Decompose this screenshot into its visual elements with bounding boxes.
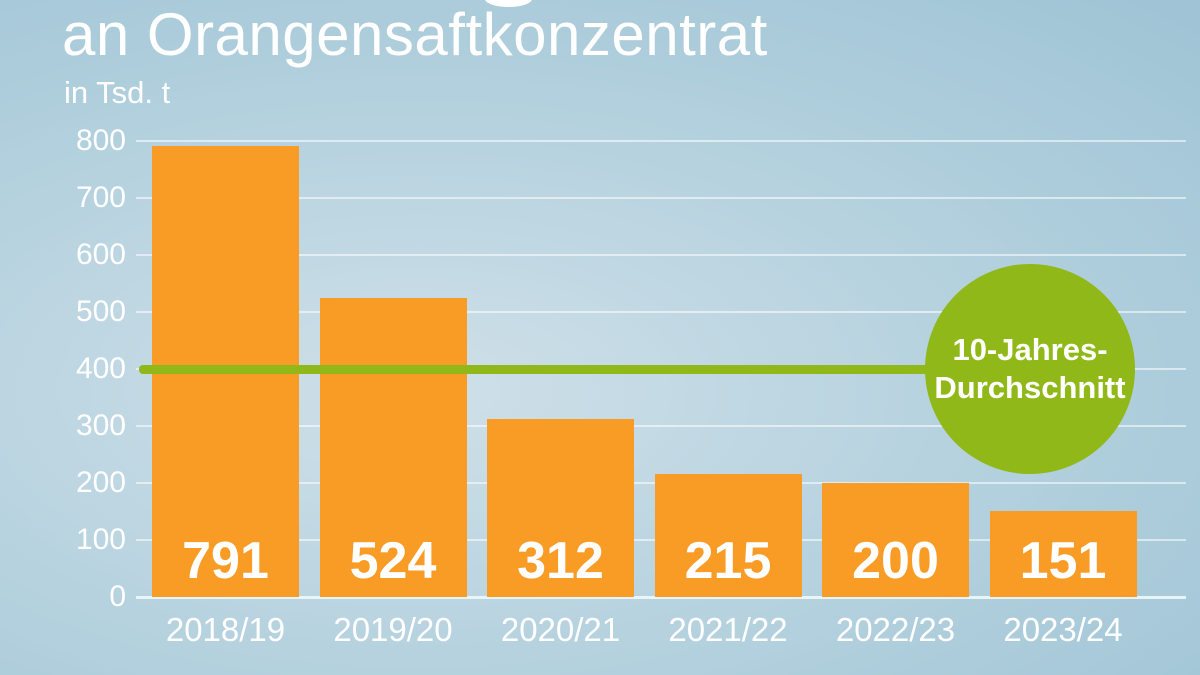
gridline (136, 311, 1186, 313)
chart-title: an Orangensaftkonzentrat (62, 1, 768, 68)
bar-value-label: 215 (684, 532, 772, 590)
bar: 312 (487, 419, 634, 597)
y-axis-tick-label: 300 (75, 409, 126, 442)
x-axis-tick-label: 2018/19 (165, 611, 286, 648)
bar-value-label: 200 (852, 532, 939, 590)
x-axis-tick-label: 2021/22 (668, 611, 788, 648)
bar: 215 (654, 474, 802, 597)
x-axis-tick-label: 2023/24 (1003, 611, 1123, 648)
unit-label: in Tsd. t (64, 75, 171, 110)
gridline (136, 140, 1186, 142)
y-axis-tick-label: 500 (75, 295, 126, 328)
gridline (136, 254, 1186, 256)
x-axis-tick-label: 2020/21 (500, 611, 621, 648)
x-axis-tick-label: 2019/20 (333, 611, 453, 648)
y-axis-tick-label: 800 (75, 124, 126, 157)
gridline (136, 197, 1186, 199)
y-axis-tick-label: 600 (75, 238, 126, 271)
bar: 151 (989, 511, 1137, 597)
average-badge: 10-Jahres- Durchschnitt (925, 264, 1135, 474)
y-axis-tick-label: 700 (75, 181, 126, 214)
bar-value-label: 151 (1019, 532, 1107, 590)
y-axis-tick-label: 200 (75, 466, 126, 499)
average-line (139, 365, 1030, 374)
average-badge-label-line1: 10-Jahres- (952, 332, 1108, 367)
y-axis-tick-label: 100 (75, 523, 126, 556)
bar-value-label: 524 (349, 532, 437, 590)
average-badge-label-line2: Durchschnitt (934, 370, 1126, 405)
bar-value-label: 312 (517, 532, 604, 590)
title-line1-cutoff-g-descender (485, 0, 532, 7)
y-axis-tick-label: 400 (75, 352, 126, 385)
bar: 200 (822, 483, 969, 597)
bar-value-label: 791 (182, 532, 269, 590)
bar: 524 (319, 298, 467, 597)
y-axis-tick-label: 0 (109, 580, 126, 613)
x-axis-baseline (136, 596, 1186, 599)
x-axis-tick-label: 2022/23 (835, 611, 956, 648)
gridline (136, 425, 1186, 427)
